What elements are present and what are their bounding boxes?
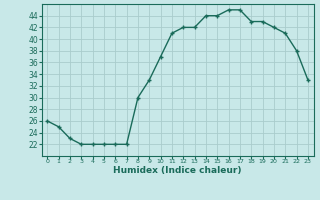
X-axis label: Humidex (Indice chaleur): Humidex (Indice chaleur) xyxy=(113,166,242,175)
